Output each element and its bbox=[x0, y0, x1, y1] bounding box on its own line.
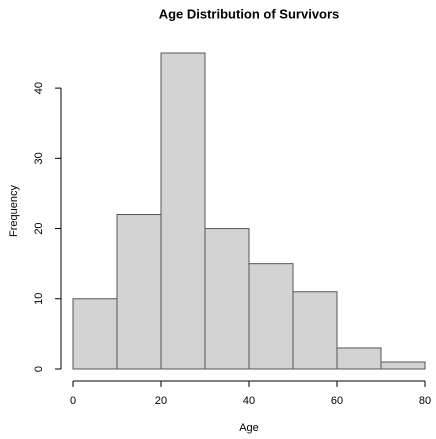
chart-title: Age Distribution of Survivors bbox=[159, 6, 340, 21]
x-tick-label: 60 bbox=[331, 395, 343, 407]
bar bbox=[336, 347, 382, 370]
y-axis-label: Frequency bbox=[8, 185, 20, 237]
y-tick-label: 30 bbox=[33, 152, 45, 164]
x-tick-label: 80 bbox=[419, 395, 431, 407]
bar bbox=[380, 361, 426, 370]
y-tick-label: 40 bbox=[33, 82, 45, 94]
x-tick-label: 20 bbox=[155, 395, 167, 407]
x-tick-label: 40 bbox=[243, 395, 255, 407]
bar bbox=[204, 228, 250, 370]
y-tick-label: 20 bbox=[33, 222, 45, 234]
y-tick-label: 10 bbox=[33, 293, 45, 305]
bar bbox=[248, 263, 294, 370]
y-tick-label: 0 bbox=[33, 366, 45, 372]
bar bbox=[116, 214, 162, 370]
x-tick-label: 0 bbox=[70, 395, 76, 407]
bar bbox=[160, 52, 206, 370]
x-axis-label: Age bbox=[239, 422, 259, 434]
bar bbox=[292, 291, 338, 370]
bar bbox=[72, 298, 118, 370]
